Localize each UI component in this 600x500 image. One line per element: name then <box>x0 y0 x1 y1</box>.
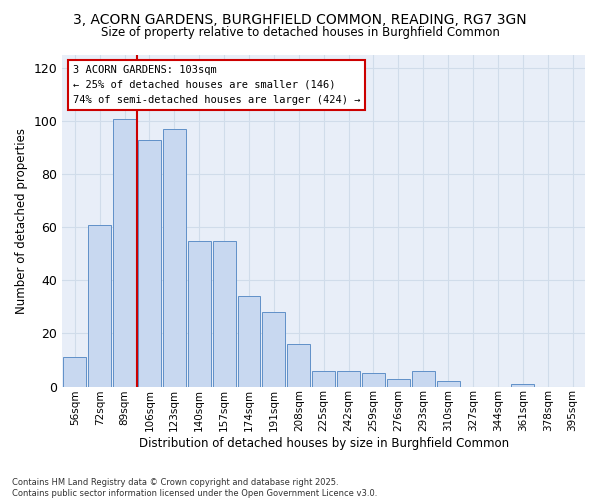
Bar <box>138 140 161 386</box>
Bar <box>362 374 385 386</box>
Bar <box>113 118 136 386</box>
Bar <box>412 370 434 386</box>
Bar <box>437 381 460 386</box>
Bar <box>88 224 111 386</box>
X-axis label: Distribution of detached houses by size in Burghfield Common: Distribution of detached houses by size … <box>139 437 509 450</box>
Bar <box>212 240 236 386</box>
Bar <box>238 296 260 386</box>
Bar <box>337 370 360 386</box>
Y-axis label: Number of detached properties: Number of detached properties <box>15 128 28 314</box>
Bar <box>312 370 335 386</box>
Bar <box>287 344 310 387</box>
Bar <box>63 358 86 386</box>
Bar <box>262 312 286 386</box>
Bar <box>163 130 186 386</box>
Bar <box>511 384 534 386</box>
Text: Size of property relative to detached houses in Burghfield Common: Size of property relative to detached ho… <box>101 26 499 39</box>
Text: 3, ACORN GARDENS, BURGHFIELD COMMON, READING, RG7 3GN: 3, ACORN GARDENS, BURGHFIELD COMMON, REA… <box>73 12 527 26</box>
Bar <box>188 240 211 386</box>
Text: Contains HM Land Registry data © Crown copyright and database right 2025.
Contai: Contains HM Land Registry data © Crown c… <box>12 478 377 498</box>
Text: 3 ACORN GARDENS: 103sqm
← 25% of detached houses are smaller (146)
74% of semi-d: 3 ACORN GARDENS: 103sqm ← 25% of detache… <box>73 65 360 104</box>
Bar <box>387 378 410 386</box>
